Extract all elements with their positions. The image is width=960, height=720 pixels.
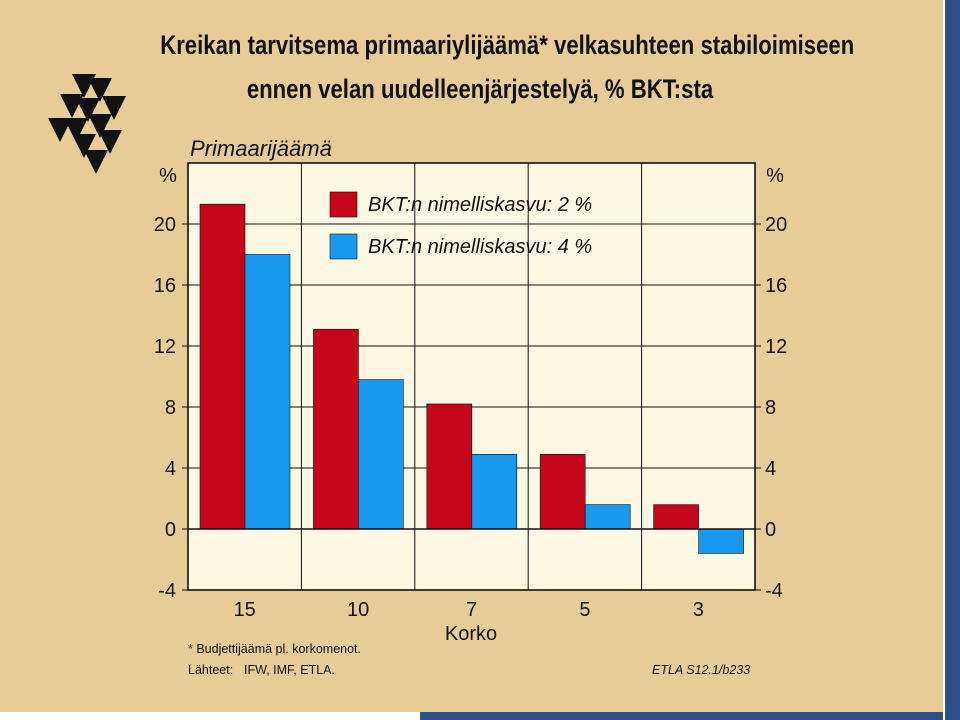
y-tick-label-right: 12 [765,336,787,358]
sources-value: IFW, IMF, ETLA. [244,663,335,677]
y-tick-label-left: 16 [154,275,176,297]
legend-label-2: BKT:n nimelliskasvu: 4 % [368,236,592,258]
y-tick-label-left: 12 [154,336,176,358]
y-tick-label-right: -4 [765,580,783,602]
sources-label: Lähteet: [188,663,234,677]
bar-s2-5 [584,504,631,530]
y-tick-label-right: 20 [765,214,787,236]
bar-s1-3 [653,504,699,530]
slide-frame-right [943,0,960,720]
x-tick-label-7: 7 [466,599,477,621]
x-tick-label-3: 3 [693,599,704,621]
plot-frame [187,162,756,591]
y-tick-label-right: 8 [765,397,776,419]
x-tick-label-10: 10 [347,599,369,621]
chart-title-line-1: Kreikan tarvitsema primaariylijäämä* vel… [160,30,855,60]
bar-s1-15 [199,203,246,530]
legend-label-1: BKT:n nimelliskasvu: 2 % [368,194,592,216]
y-tick-label-right: 16 [765,275,787,297]
etla-triangles-logo-icon [48,74,126,174]
y-tick-label-left: 0 [165,519,176,541]
plot-title: Primaarijäämä [190,136,332,161]
y-unit-right: % [766,165,784,187]
bar-s2-15 [244,254,291,530]
bar-s1-5 [539,453,586,530]
legend-swatch-1 [329,191,358,218]
chart-code: ETLA S12.1/b233 [652,663,751,677]
bar-s1-7 [426,403,473,530]
x-tick-label-5: 5 [579,599,590,621]
x-tick-label-15: 15 [234,599,256,621]
y-tick-label-right: 4 [765,458,776,480]
slide-frame-bottom [420,712,943,720]
chart-title-line-2: ennen velan uudelleenjärjestelyä, % BKT:… [246,74,714,104]
y-tick-label-left: 8 [165,397,176,419]
x-axis-label: Korko [445,623,497,645]
y-tick-label-right: 0 [765,519,776,541]
y-unit-left: % [159,165,177,187]
bar-s1-10 [313,328,359,530]
bar-s2-10 [358,379,404,530]
y-tick-label-left: 4 [165,458,176,480]
y-tick-label-left: 20 [154,214,176,236]
footnote: * Budjettijäämä pl. korkomenot. [188,642,362,656]
y-tick-label-left: -4 [158,580,176,602]
bar-s2-3 [698,528,744,554]
legend-swatch-2 [329,233,358,260]
bar-s2-7 [471,453,518,530]
